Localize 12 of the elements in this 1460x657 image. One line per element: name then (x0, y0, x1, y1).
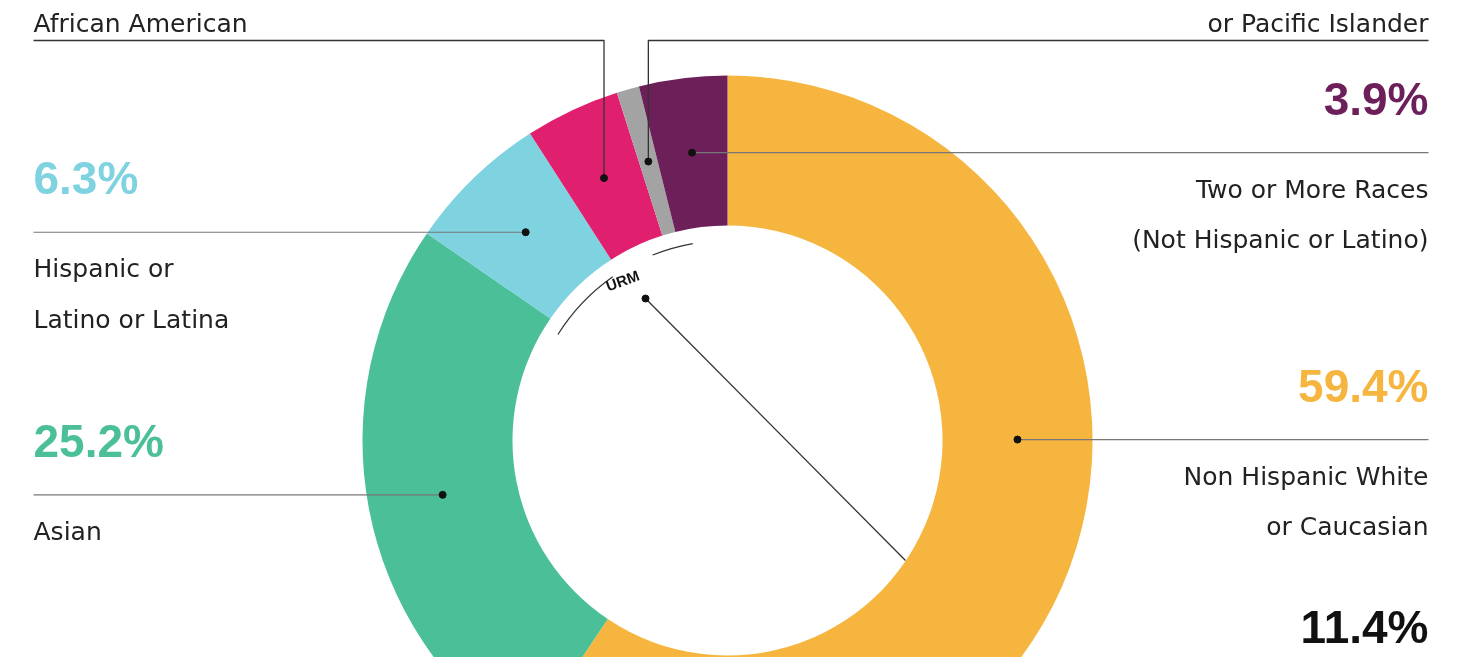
text: 11.4% (1300, 600, 1429, 653)
slice-label: African American (33, 8, 248, 38)
slice-label: Non Hispanic White or Caucasian (1183, 461, 1429, 542)
data-label: 25.2% (33, 414, 164, 467)
slice-label: or Pacific Islander (1207, 8, 1430, 38)
data-label: 3.9% (1323, 72, 1429, 125)
slice-label: Asian (33, 516, 102, 546)
data-label: 59.4% (1298, 359, 1429, 412)
text: URM (603, 266, 642, 295)
slice-label: Two or More Races (Not Hispanic or Latino) (1132, 174, 1429, 255)
data-label: 6.3% (33, 152, 139, 205)
slice-label: Hispanic or Latino or Latina (33, 254, 230, 334)
